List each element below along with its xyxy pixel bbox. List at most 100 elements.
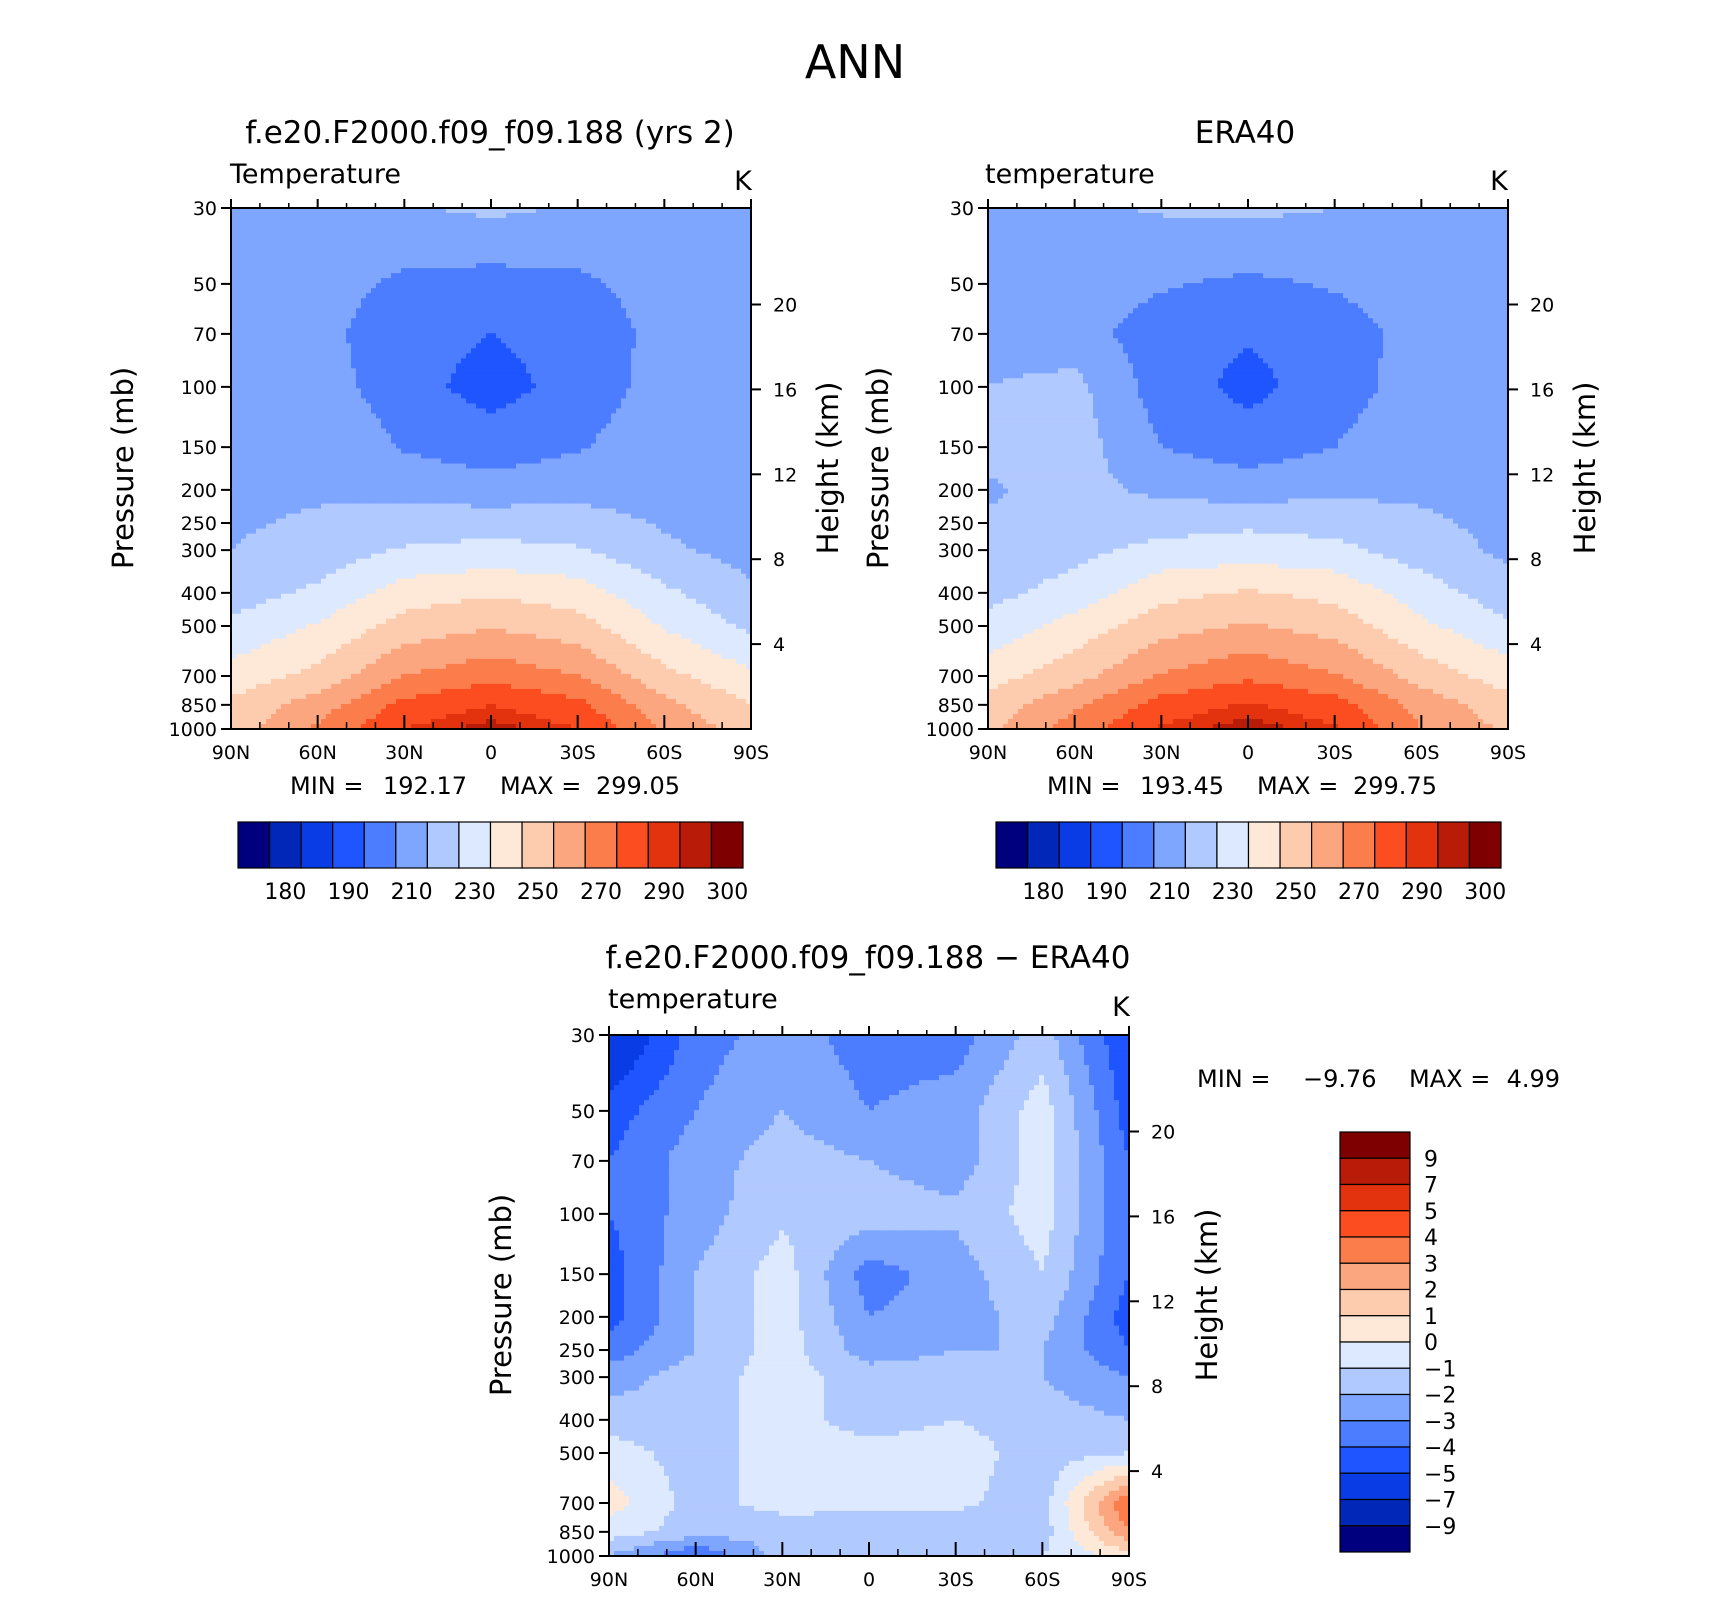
heat-cell <box>696 388 702 394</box>
heat-cell <box>271 348 277 354</box>
heat-cell <box>396 443 402 450</box>
heat-cell <box>686 428 692 435</box>
heat-cell <box>426 268 432 274</box>
heat-cell <box>351 293 357 299</box>
heat-cell <box>611 253 617 259</box>
heat-cell <box>241 248 247 254</box>
heat-cell <box>511 233 517 239</box>
heat-cell <box>701 343 707 349</box>
heat-cell <box>701 303 707 309</box>
heat-cell <box>746 248 751 254</box>
heat-cell <box>726 273 732 279</box>
heat-cell <box>326 213 332 219</box>
heat-cell <box>466 438 472 445</box>
heat-cell <box>241 313 247 319</box>
heat-cell <box>646 218 652 224</box>
heat-cell <box>681 233 687 239</box>
heat-cell <box>476 253 482 259</box>
heat-cell <box>396 353 402 359</box>
heat-cell <box>681 438 687 445</box>
heat-cell <box>241 213 247 219</box>
heat-cell <box>281 228 287 234</box>
heat-cell <box>366 288 372 294</box>
heat-cell <box>436 278 442 284</box>
heat-cell <box>701 233 707 239</box>
heat-cell <box>316 343 322 349</box>
heat-cell <box>731 338 737 344</box>
heat-cell <box>626 363 632 369</box>
heat-cell <box>331 303 337 309</box>
heat-cell <box>381 343 387 349</box>
heat-cell <box>406 223 412 229</box>
heat-cell <box>656 338 662 344</box>
heat-cell <box>286 363 292 369</box>
heat-cell <box>656 398 662 404</box>
heat-cell <box>391 308 397 314</box>
heat-cell <box>481 253 487 259</box>
heat-cell <box>356 433 362 440</box>
heat-cell <box>336 378 342 384</box>
heat-cell <box>431 343 437 349</box>
heat-cell <box>456 303 462 309</box>
heat-cell <box>456 393 462 399</box>
heat-cell <box>551 378 557 384</box>
heat-cell <box>431 313 437 319</box>
heat-cell <box>406 433 412 440</box>
heat-cell <box>266 433 272 440</box>
heat-cell <box>716 258 722 264</box>
heat-cell <box>251 218 257 224</box>
heat-cell <box>686 293 692 299</box>
heat-cell <box>556 273 562 279</box>
heat-cell <box>666 258 672 264</box>
heat-cell <box>371 368 377 374</box>
heat-cell <box>316 423 322 430</box>
heat-cell <box>391 413 397 419</box>
heat-cell <box>421 288 427 294</box>
heat-cell <box>321 238 327 244</box>
heat-cell <box>691 413 697 419</box>
heat-cell <box>476 243 482 249</box>
heat-cell <box>486 333 492 339</box>
heat-cell <box>241 218 247 224</box>
heat-cell <box>686 443 692 450</box>
heat-cell <box>386 243 392 249</box>
heat-cell <box>721 223 727 229</box>
heat-cell <box>371 433 377 440</box>
heat-cell <box>656 233 662 239</box>
heat-cell <box>316 313 322 319</box>
heat-cell <box>641 348 647 354</box>
heat-cell <box>406 438 412 445</box>
heat-cell <box>571 358 577 364</box>
heat-cell <box>646 293 652 299</box>
heat-cell <box>336 398 342 404</box>
heat-cell <box>721 413 727 419</box>
heat-cell <box>646 313 652 319</box>
heat-cell <box>236 258 242 264</box>
heat-cell <box>316 393 322 399</box>
heat-cell <box>271 313 277 319</box>
heat-cell <box>381 368 387 374</box>
heat-cell <box>421 313 427 319</box>
heat-cell <box>746 283 751 289</box>
heat-cell <box>586 353 592 359</box>
heat-cell <box>486 318 492 324</box>
heat-cell <box>701 278 707 284</box>
heat-cell <box>556 403 562 409</box>
heat-cell <box>656 383 662 389</box>
heat-cell <box>601 238 607 244</box>
heat-cell <box>361 368 367 374</box>
heat-cell <box>401 303 407 309</box>
heat-cell <box>526 298 532 304</box>
heat-cell <box>736 378 742 384</box>
heat-cell <box>571 253 577 259</box>
heat-cell <box>341 288 347 294</box>
heat-cell <box>616 358 622 364</box>
heat-cell <box>471 373 477 379</box>
heat-cell <box>656 248 662 254</box>
heat-cell <box>286 388 292 394</box>
heat-cell <box>296 243 302 249</box>
heat-cell <box>511 323 517 329</box>
heat-cell <box>346 333 352 339</box>
heat-cell <box>456 233 462 239</box>
heat-cell <box>231 423 237 430</box>
